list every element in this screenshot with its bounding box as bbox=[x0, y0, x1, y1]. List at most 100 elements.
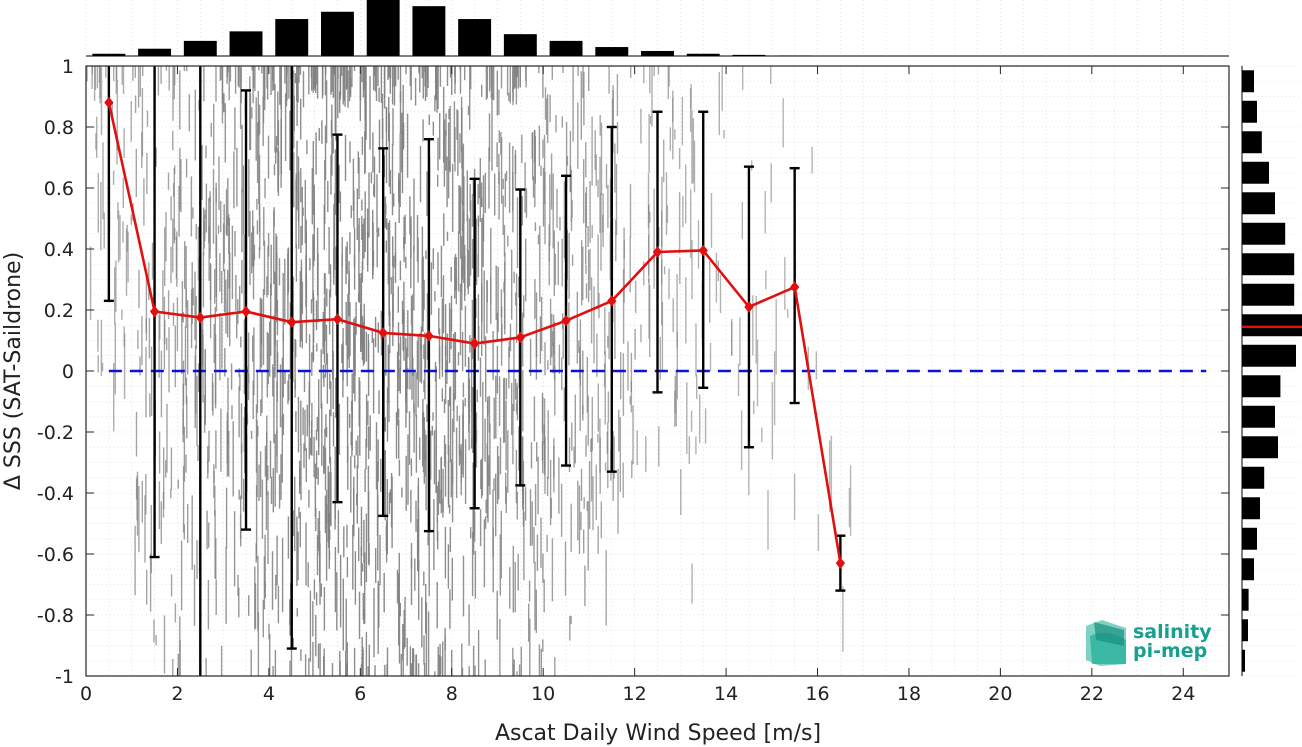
scatter-stripe bbox=[476, 389, 478, 403]
scatter-stripe bbox=[392, 236, 394, 267]
scatter-stripe bbox=[630, 66, 632, 78]
scatter-stripe bbox=[587, 226, 589, 247]
scatter-stripe bbox=[653, 66, 655, 77]
scatter-stripe bbox=[236, 312, 238, 339]
scatter-stripe bbox=[755, 296, 757, 364]
scatter-stripe bbox=[305, 448, 307, 482]
scatter-stripe bbox=[159, 313, 161, 340]
scatter-stripe bbox=[748, 430, 750, 496]
scatter-stripe bbox=[591, 224, 593, 239]
scatter-stripe bbox=[123, 333, 126, 399]
scatter-stripe bbox=[544, 342, 546, 376]
scatter-stripe bbox=[364, 191, 366, 252]
scatter-stripe bbox=[420, 326, 422, 350]
scatter-stripe bbox=[399, 91, 402, 134]
scatter-stripe bbox=[187, 300, 189, 375]
scatter-stripe bbox=[230, 363, 233, 390]
scatter-stripe bbox=[491, 66, 494, 100]
scatter-stripe bbox=[471, 438, 473, 448]
scatter-stripe bbox=[423, 379, 425, 393]
scatter-stripe bbox=[617, 468, 619, 534]
scatter-stripe bbox=[250, 430, 253, 439]
scatter-stripe bbox=[315, 132, 317, 175]
scatter-stripe bbox=[483, 519, 486, 588]
scatter-stripe bbox=[97, 355, 99, 373]
scatter-stripe bbox=[464, 439, 467, 504]
scatter-stripe bbox=[464, 305, 467, 367]
scatter-stripe bbox=[404, 214, 406, 245]
scatter-stripe bbox=[319, 543, 321, 605]
top-hist-bar bbox=[458, 19, 492, 56]
scatter-stripe bbox=[516, 671, 518, 676]
scatter-stripe bbox=[302, 407, 304, 435]
scatter-stripe bbox=[554, 253, 557, 286]
scatter-stripe bbox=[560, 483, 563, 537]
scatter-stripe bbox=[596, 333, 598, 377]
scatter-stripe bbox=[337, 510, 340, 554]
scatter-stripe bbox=[261, 66, 263, 74]
scatter-stripe bbox=[358, 157, 360, 200]
scatter-stripe bbox=[448, 160, 451, 170]
scatter-stripe bbox=[495, 473, 497, 537]
scatter-stripe bbox=[410, 542, 413, 569]
scatter-stripe bbox=[443, 213, 445, 246]
scatter-stripe bbox=[512, 404, 514, 465]
scatter-stripe bbox=[461, 146, 463, 204]
scatter-stripe bbox=[363, 66, 365, 90]
scatter-stripe bbox=[439, 66, 442, 87]
scatter-stripe bbox=[328, 471, 330, 523]
scatter-stripe bbox=[482, 382, 484, 460]
scatter-stripe bbox=[552, 331, 554, 346]
scatter-stripe bbox=[537, 456, 539, 515]
scatter-stripe bbox=[399, 66, 402, 103]
scatter-stripe bbox=[155, 635, 157, 646]
scatter-stripe bbox=[364, 468, 366, 492]
scatter-stripe bbox=[578, 485, 581, 555]
scatter-stripe bbox=[173, 66, 175, 100]
scatter-stripe bbox=[243, 319, 246, 395]
scatter-stripe bbox=[345, 651, 347, 676]
scatter-stripe bbox=[513, 271, 515, 284]
scatter-stripe bbox=[258, 203, 261, 233]
scatter-stripe bbox=[387, 222, 389, 285]
scatter-stripe bbox=[477, 215, 480, 277]
scatter-stripe bbox=[174, 603, 177, 623]
scatter-stripe bbox=[339, 554, 342, 628]
scatter-stripe bbox=[231, 405, 233, 420]
scatter-stripe bbox=[589, 249, 591, 291]
scatter-stripe bbox=[281, 357, 284, 428]
scatter-stripe bbox=[534, 222, 537, 232]
scatter-stripe bbox=[165, 66, 168, 71]
scatter-stripe bbox=[635, 280, 637, 314]
scatter-stripe bbox=[472, 645, 475, 676]
scatter-stripe bbox=[325, 503, 328, 581]
scatter-stripe bbox=[418, 560, 420, 620]
scatter-stripe bbox=[271, 551, 274, 610]
scatter-stripe bbox=[304, 180, 306, 244]
scatter-stripe bbox=[529, 489, 532, 546]
scatter-stripe bbox=[719, 274, 722, 313]
scatter-stripe bbox=[178, 185, 180, 237]
scatter-stripe bbox=[207, 459, 209, 473]
scatter-stripe bbox=[386, 663, 388, 676]
scatter-stripe bbox=[269, 440, 272, 479]
scatter-stripe bbox=[462, 224, 464, 272]
scatter-stripe bbox=[676, 274, 678, 348]
scatter-stripe bbox=[331, 66, 333, 92]
scatter-stripe bbox=[397, 408, 400, 419]
scatter-stripe bbox=[580, 468, 583, 501]
scatter-stripe bbox=[412, 648, 414, 676]
scatter-stripe bbox=[407, 434, 409, 505]
scatter-stripe bbox=[351, 66, 353, 88]
scatter-stripe bbox=[399, 336, 402, 371]
scatter-stripe bbox=[377, 439, 379, 482]
scatter-stripe bbox=[329, 373, 331, 389]
scatter-stripe bbox=[417, 663, 420, 676]
scatter-stripe bbox=[338, 403, 341, 455]
scatter-stripe bbox=[299, 511, 301, 548]
scatter-stripe bbox=[588, 461, 591, 529]
scatter-stripe bbox=[376, 461, 379, 537]
scatter-stripe bbox=[451, 557, 453, 601]
scatter-stripe bbox=[589, 181, 591, 243]
scatter-stripe bbox=[350, 205, 352, 219]
